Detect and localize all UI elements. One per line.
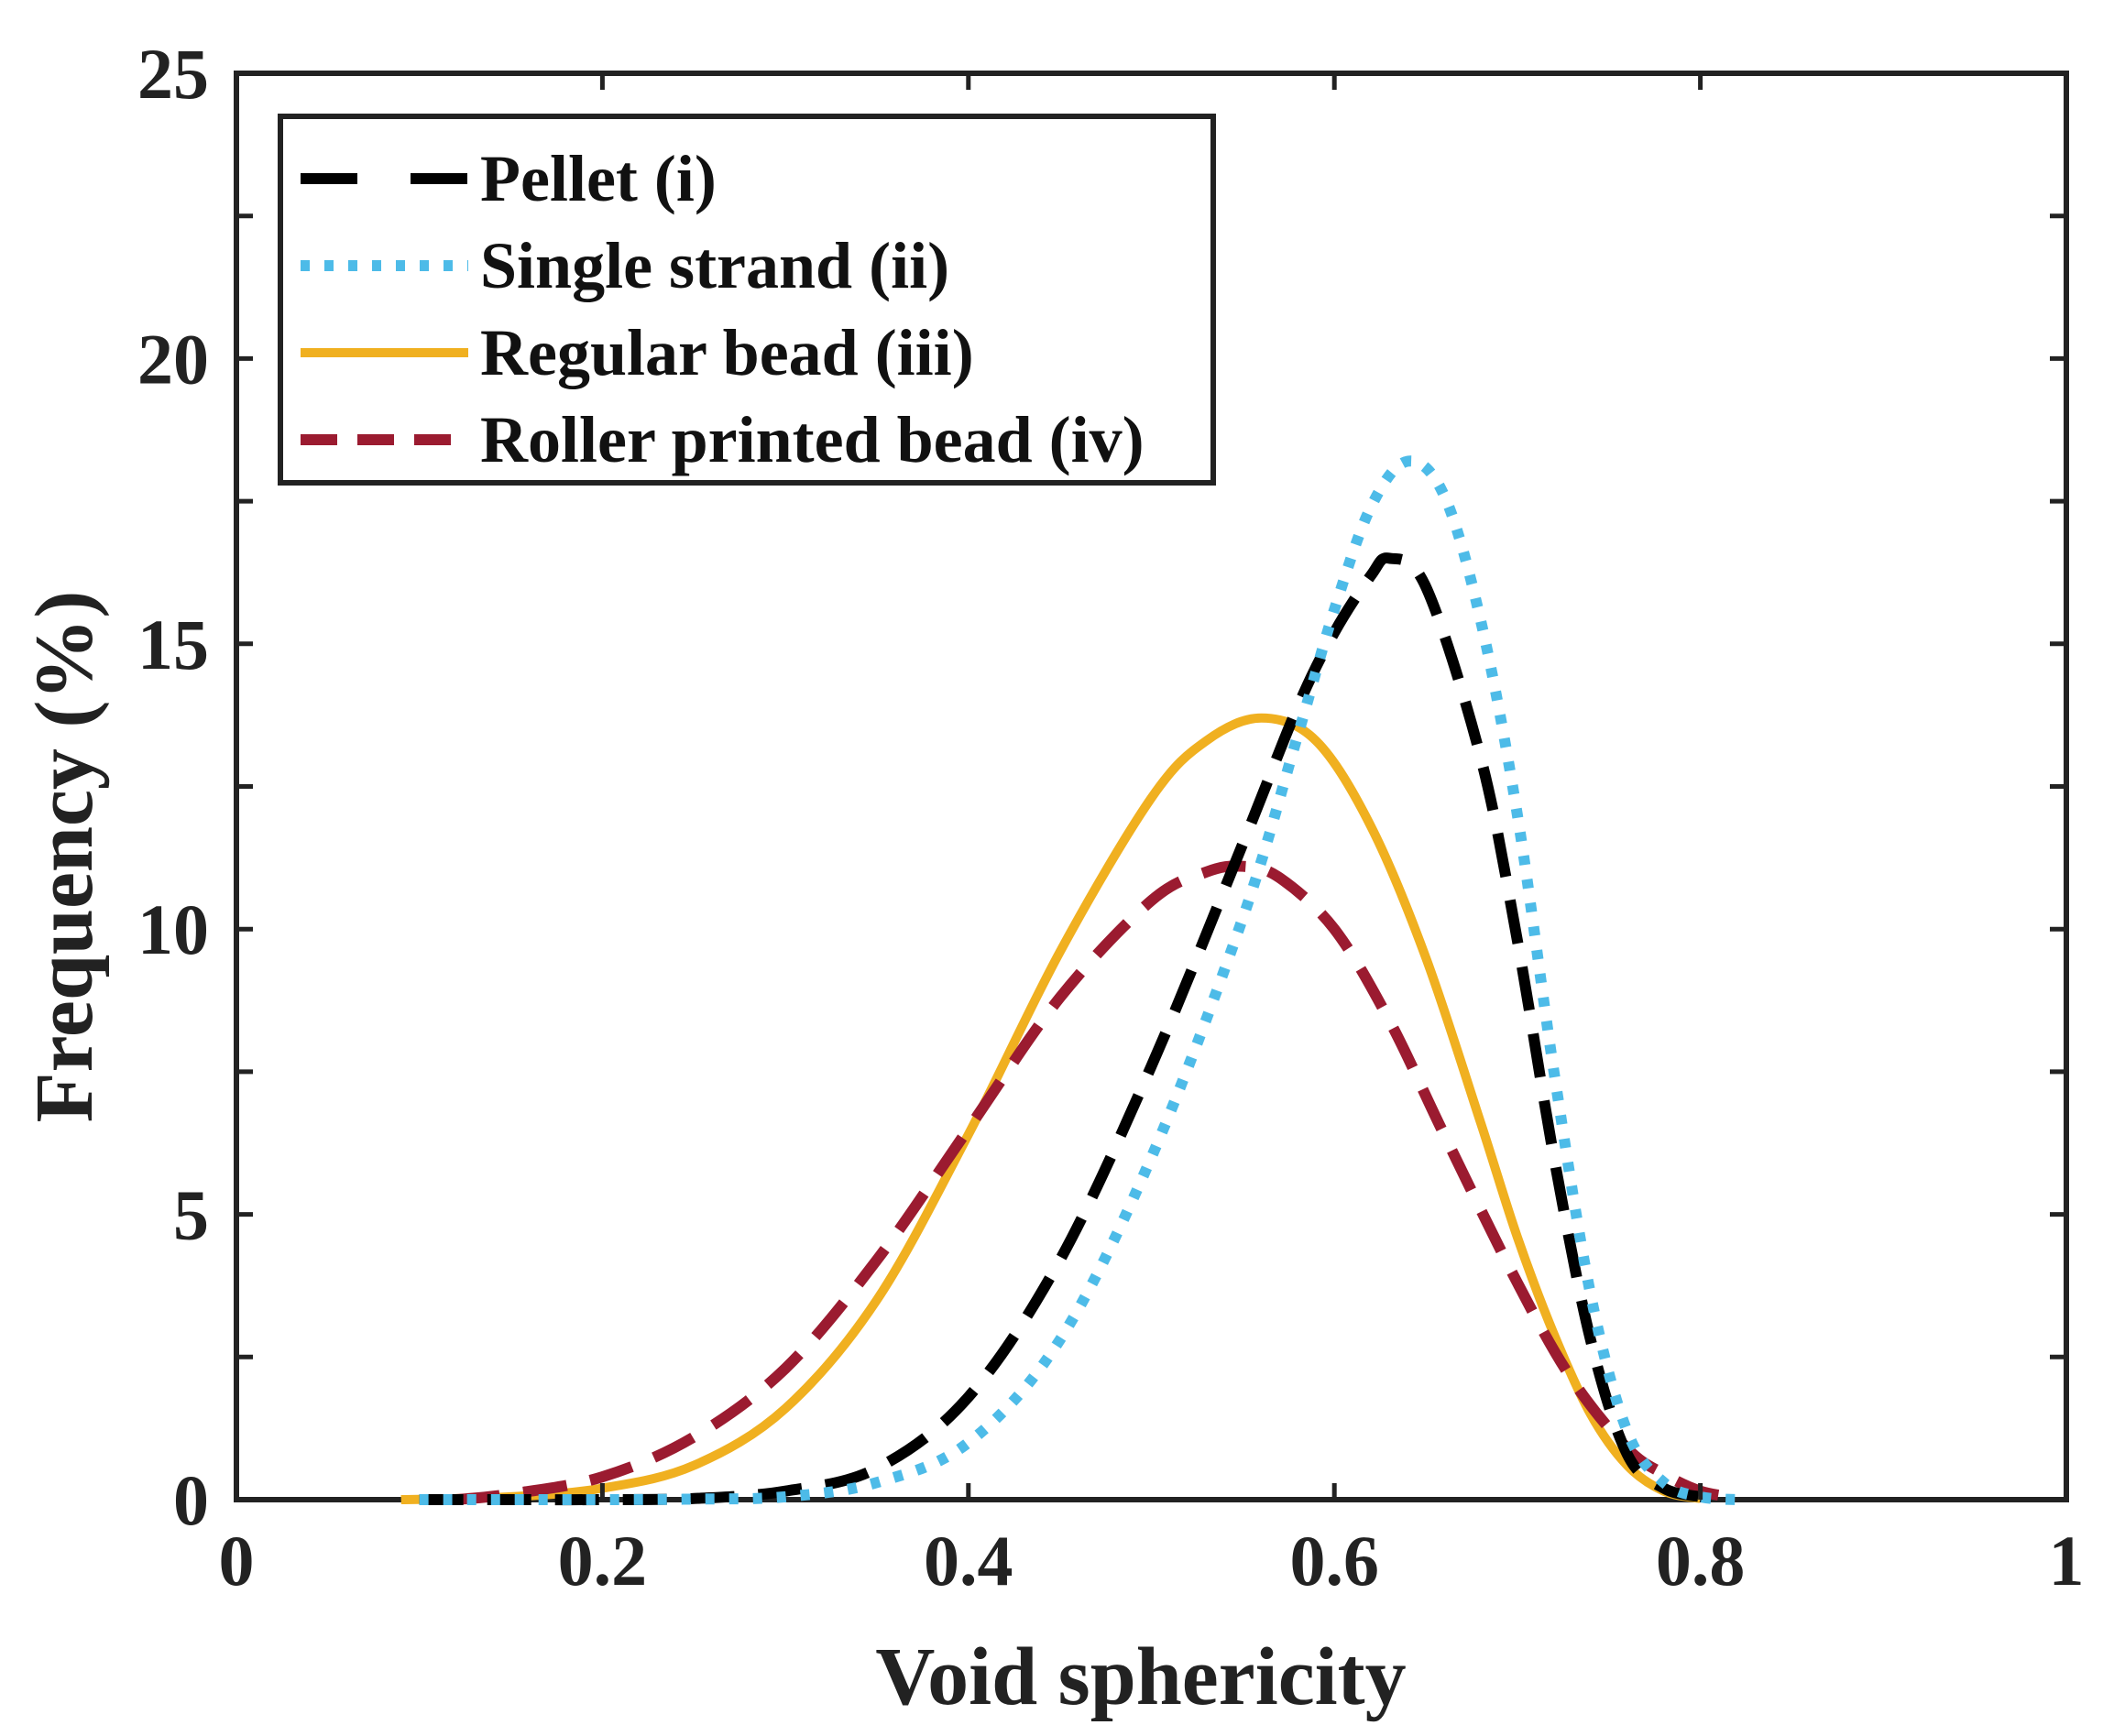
y-axis-title: Frequency (%): [19, 591, 110, 1123]
legend-label-3: Regular bead (iii): [480, 316, 974, 389]
y-tick-label: 20: [137, 319, 209, 399]
series-group: [400, 455, 1738, 1506]
y-tick-label: 10: [137, 890, 209, 969]
y-tick-label: 0: [173, 1460, 209, 1540]
legend: Pellet (i) Single strand (ii) Regular bead…: [278, 114, 1216, 486]
legend-label-4: Roller printed bead (iv): [480, 403, 1145, 476]
y-tick-label: 15: [137, 605, 209, 684]
series-line-1: [419, 552, 1702, 1506]
x-tick-label: 1: [2049, 1521, 2085, 1600]
series-line-3: [400, 713, 1702, 1504]
y-tick-label: 25: [137, 34, 209, 114]
legend-label-1: Pellet (i): [480, 142, 717, 215]
x-tick-label: 0.4: [924, 1521, 1013, 1600]
series-line-4: [455, 860, 1738, 1505]
x-axis-title: Void sphericity: [875, 1632, 1406, 1722]
x-tick-label: 0: [219, 1521, 255, 1600]
y-tick-label: 5: [173, 1175, 209, 1255]
x-tick-label: 0.8: [1656, 1521, 1746, 1600]
x-tick-label: 0.6: [1289, 1521, 1379, 1600]
legend-label-2: Single strand (ii): [480, 229, 949, 302]
x-tick-label: 0.2: [558, 1521, 648, 1600]
